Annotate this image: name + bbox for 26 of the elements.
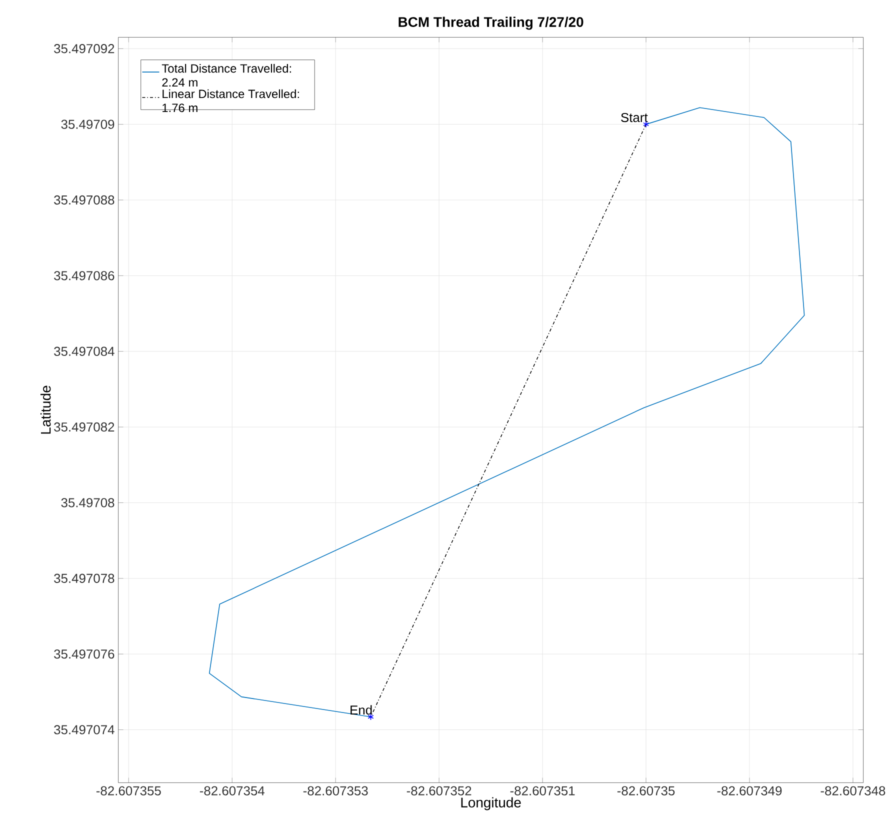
y-axis-title: Latitude bbox=[40, 386, 51, 434]
y-tick-label: 35.497076 bbox=[54, 649, 114, 659]
x-tick-label: -82.607353 bbox=[303, 786, 368, 796]
annotation: End bbox=[350, 705, 372, 715]
y-tick-label: 35.497078 bbox=[54, 574, 114, 583]
x-tick-label: -82.607349 bbox=[717, 786, 782, 796]
y-tick-label: 35.49709 bbox=[61, 120, 114, 129]
x-axis-title: Longitude bbox=[461, 797, 521, 810]
y-tick-label: 35.49708 bbox=[61, 498, 114, 508]
legend-label: Linear Distance Travelled: 1.76 m bbox=[162, 89, 299, 112]
y-tick-label: 35.497092 bbox=[54, 44, 114, 54]
y-tick-label: 35.497086 bbox=[54, 271, 114, 280]
chart-title: BCM Thread Trailing 7/27/20 bbox=[398, 16, 584, 30]
y-tick-label: 35.497082 bbox=[54, 422, 114, 432]
annotation: Start bbox=[621, 112, 648, 122]
x-tick-label: -82.60735 bbox=[617, 786, 675, 796]
legend-label: Total Distance Travelled: 2.24 m bbox=[162, 64, 291, 87]
y-tick-label: 35.497088 bbox=[54, 195, 114, 205]
x-tick-label: -82.607352 bbox=[406, 786, 472, 796]
y-tick-label: 35.497074 bbox=[54, 725, 114, 734]
x-tick-label: -82.607355 bbox=[96, 786, 161, 796]
x-tick-label: -82.607354 bbox=[200, 786, 264, 796]
line-series bbox=[208, 107, 805, 718]
x-tick-label: -82.607348 bbox=[820, 786, 886, 796]
x-tick-label: -82.607351 bbox=[510, 786, 575, 796]
y-tick-label: 35.497084 bbox=[54, 346, 114, 356]
